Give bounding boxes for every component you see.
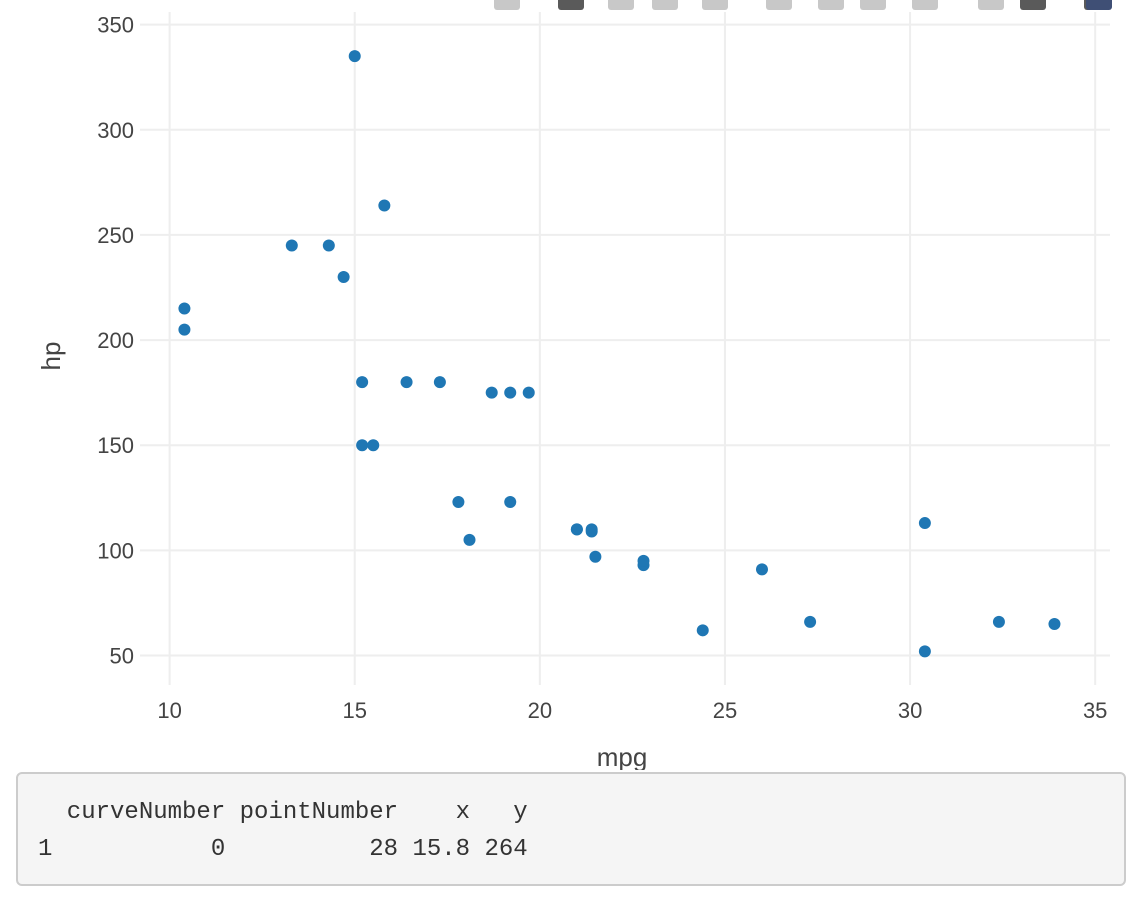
data-point[interactable] (992, 615, 1005, 628)
data-point[interactable] (585, 525, 598, 538)
y-tick-label: 350 (97, 13, 134, 38)
spike-lines-icon[interactable] (978, 0, 1004, 10)
output-text: curveNumber pointNumber x y 1 0 28 15.8 … (18, 774, 1124, 868)
data-point[interactable] (504, 386, 517, 399)
data-point[interactable] (367, 439, 380, 452)
data-point[interactable] (378, 199, 391, 212)
y-tick-label: 200 (97, 328, 134, 353)
x-tick-label: 35 (1083, 698, 1107, 723)
camera-icon[interactable] (494, 0, 520, 10)
data-point[interactable] (696, 624, 709, 637)
data-point[interactable] (433, 376, 446, 389)
output-header: curveNumber pointNumber x y (38, 799, 528, 826)
data-point[interactable] (400, 376, 413, 389)
zoom-out-icon[interactable] (818, 0, 844, 10)
reset-axes-icon[interactable] (912, 0, 938, 10)
data-point[interactable] (356, 439, 369, 452)
data-point[interactable] (755, 563, 768, 576)
data-point[interactable] (337, 270, 350, 283)
data-point[interactable] (285, 239, 298, 252)
y-tick-label: 100 (97, 538, 134, 563)
data-point[interactable] (356, 376, 369, 389)
x-axis-title: mpg (597, 742, 648, 770)
zoom-in-icon[interactable] (766, 0, 792, 10)
plotly-logo-icon[interactable] (1086, 0, 1112, 10)
gridlines (140, 12, 1110, 685)
x-tick-label: 15 (342, 698, 366, 723)
data-point[interactable] (918, 517, 931, 530)
data-point[interactable] (804, 615, 817, 628)
data-point[interactable] (452, 496, 465, 509)
data-point[interactable] (485, 386, 498, 399)
data-points[interactable] (178, 50, 1061, 658)
autoscale-icon[interactable] (860, 0, 886, 10)
y-tick-label: 250 (97, 223, 134, 248)
click-event-output: curveNumber pointNumber x y 1 0 28 15.8 … (16, 772, 1126, 886)
data-point[interactable] (589, 550, 602, 563)
data-point[interactable] (504, 496, 517, 509)
zoom-icon[interactable] (558, 0, 584, 10)
x-tick-label: 10 (157, 698, 181, 723)
box-select-icon[interactable] (652, 0, 678, 10)
y-axis-title: hp (36, 342, 66, 371)
y-tick-label: 300 (97, 118, 134, 143)
pan-icon[interactable] (608, 0, 634, 10)
data-point[interactable] (570, 523, 583, 536)
x-tick-label: 20 (528, 698, 552, 723)
data-point[interactable] (1048, 618, 1061, 631)
data-point[interactable] (178, 302, 191, 315)
plot-modebar[interactable] (490, 0, 1130, 12)
x-tick-label: 30 (898, 698, 922, 723)
output-row: 1 0 28 15.8 264 (38, 836, 528, 863)
data-point[interactable] (522, 386, 535, 399)
scatter-chart[interactable]: 10 15 20 25 30 35 50 100 150 200 250 300 350 mpg hp (0, 0, 1140, 770)
x-tick-label: 25 (713, 698, 737, 723)
y-tick-label: 50 (110, 644, 134, 669)
data-point[interactable] (637, 554, 650, 567)
chart-svg[interactable]: 10 15 20 25 30 35 50 100 150 200 250 300 350 mpg hp (0, 0, 1140, 770)
hover-closest-icon[interactable] (1020, 0, 1046, 10)
data-point[interactable] (178, 323, 191, 336)
y-axis-ticks: 50 100 150 200 250 300 350 (97, 13, 134, 669)
data-point[interactable] (348, 50, 361, 63)
y-tick-label: 150 (97, 433, 134, 458)
data-point[interactable] (463, 533, 476, 546)
lasso-select-icon[interactable] (702, 0, 728, 10)
data-point[interactable] (918, 645, 931, 658)
x-axis-ticks: 10 15 20 25 30 35 (157, 698, 1107, 723)
data-point[interactable] (322, 239, 335, 252)
